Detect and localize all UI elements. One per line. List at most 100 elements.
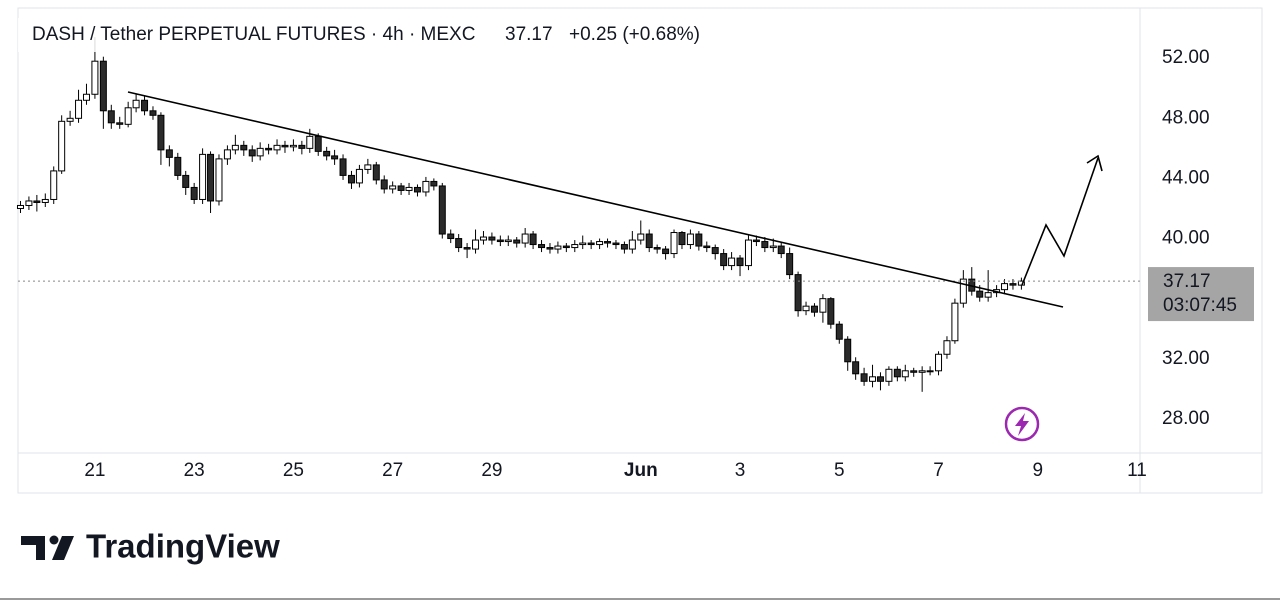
candle-body xyxy=(819,298,827,313)
candle-body xyxy=(794,274,802,312)
logo-dot xyxy=(49,535,59,545)
candle-body xyxy=(141,99,149,112)
candle-body xyxy=(215,158,223,202)
candle-body xyxy=(389,185,397,190)
candle-body xyxy=(323,150,331,157)
brand-name: TradingView xyxy=(86,528,280,565)
arrow-head xyxy=(1086,154,1103,172)
candle-body xyxy=(165,149,173,158)
candle-body xyxy=(248,149,256,157)
candle-body xyxy=(479,236,487,241)
candle-body xyxy=(943,340,951,355)
candle-body xyxy=(810,305,818,313)
candle-body xyxy=(355,168,363,184)
candle-body xyxy=(199,153,207,200)
candle-body xyxy=(463,247,471,250)
logo-slash xyxy=(52,536,74,560)
candle-body xyxy=(472,239,480,250)
candle-body xyxy=(397,185,405,191)
candle-body xyxy=(107,110,115,124)
candle-body xyxy=(852,361,860,375)
candle-body xyxy=(844,338,852,363)
countdown-label: 03:07:45 xyxy=(1163,295,1237,316)
candle-body xyxy=(521,233,529,244)
candle-body xyxy=(628,239,636,250)
candle-body xyxy=(240,144,248,151)
candle-body xyxy=(951,302,959,342)
candle-body xyxy=(686,233,694,246)
candle-body xyxy=(637,233,645,241)
candle-body xyxy=(41,198,49,203)
candle-body xyxy=(662,248,670,255)
candle-body xyxy=(620,244,628,250)
candle-body xyxy=(207,153,215,202)
candle-body xyxy=(190,186,198,200)
candle-body xyxy=(504,239,512,243)
candle-body xyxy=(25,200,33,206)
candle-body xyxy=(678,232,686,246)
price-label-box xyxy=(1148,267,1254,322)
candle-body xyxy=(901,370,909,378)
candle-body xyxy=(860,373,868,382)
x-tick-label: 23 xyxy=(184,460,205,481)
candle-body xyxy=(612,242,620,246)
candle-body xyxy=(935,353,943,372)
candle-body xyxy=(1009,283,1017,286)
header-price: 37.17 xyxy=(505,24,553,45)
trend-line xyxy=(127,91,1064,308)
candle-body xyxy=(546,247,554,250)
candle-body xyxy=(538,244,546,249)
candle-body xyxy=(720,253,728,267)
candle-body xyxy=(769,245,777,249)
x-tick-label: Jun xyxy=(624,460,658,481)
candle-body xyxy=(157,114,165,151)
candle-body xyxy=(728,257,736,267)
candle-body xyxy=(82,93,90,101)
x-tick-label: 27 xyxy=(382,460,403,481)
candle-body xyxy=(976,290,984,298)
candle-body xyxy=(455,238,463,249)
candle-body xyxy=(331,155,339,160)
candle-body xyxy=(256,147,264,157)
candle-body xyxy=(265,147,273,151)
y-tick-label: 32.00 xyxy=(1162,348,1210,369)
candle-body xyxy=(447,233,455,240)
y-tick-label: 28.00 xyxy=(1162,408,1210,429)
plot-area xyxy=(16,37,1140,392)
candle-body xyxy=(281,144,289,148)
candle-body xyxy=(339,158,347,176)
candle-body xyxy=(885,368,893,382)
header-backdrop xyxy=(18,18,718,52)
candle-body xyxy=(596,241,604,246)
candle-body xyxy=(736,257,744,267)
x-tick-label: 3 xyxy=(735,460,746,481)
candle-body xyxy=(496,239,504,243)
lightning-bolt xyxy=(1015,413,1029,436)
candle-body xyxy=(893,368,901,378)
candle-body xyxy=(372,164,380,181)
x-tick-label: 5 xyxy=(834,460,845,481)
x-tick-label: 21 xyxy=(84,460,105,481)
candle-body xyxy=(50,170,58,200)
candle-body xyxy=(695,233,703,247)
candle-body xyxy=(529,233,537,246)
candle-body xyxy=(132,99,140,109)
candle-body xyxy=(99,60,107,112)
candle-body xyxy=(16,204,24,209)
candle-body xyxy=(752,239,760,243)
candle-body xyxy=(959,278,967,304)
candle-body xyxy=(910,370,918,373)
candle-body xyxy=(91,60,99,95)
candle-body xyxy=(314,135,322,152)
y-tick-label: 52.00 xyxy=(1162,47,1210,68)
candle-body xyxy=(827,298,835,325)
candle-body xyxy=(289,144,297,148)
candle-body xyxy=(703,245,711,249)
candle-body xyxy=(66,117,74,122)
candle-body xyxy=(33,200,41,203)
candle-body xyxy=(984,292,992,298)
brand-logo: TradingView xyxy=(21,528,280,565)
candle-body xyxy=(777,245,785,255)
y-tick-label: 40.00 xyxy=(1162,228,1210,249)
x-tick-label: 11 xyxy=(1127,460,1147,481)
